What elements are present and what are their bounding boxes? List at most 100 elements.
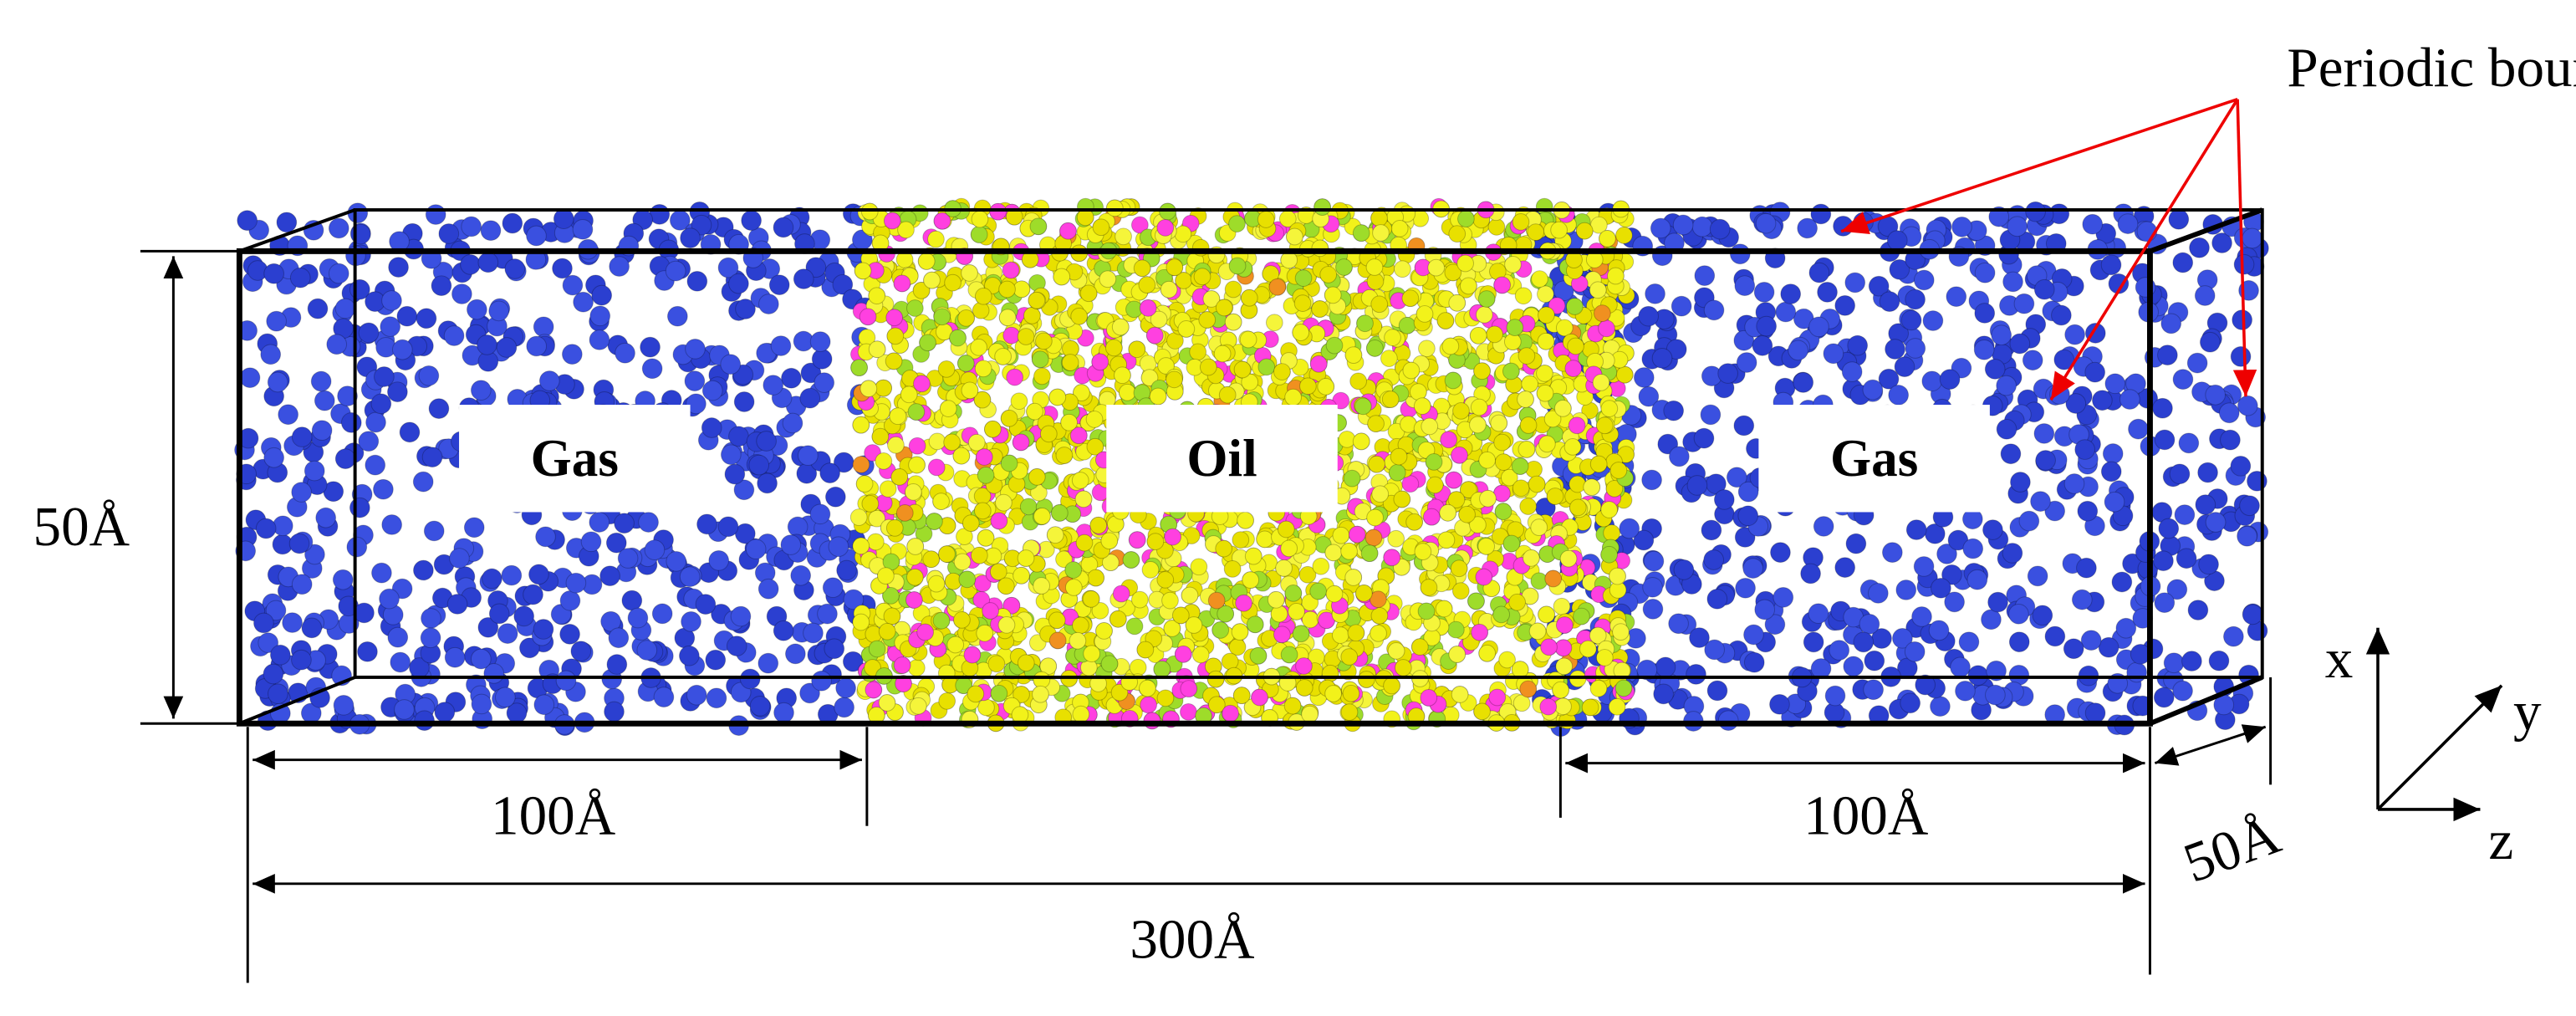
molecule xyxy=(1325,585,1344,603)
molecule xyxy=(849,508,868,526)
molecule xyxy=(1235,594,1252,612)
molecule xyxy=(773,620,794,641)
molecule xyxy=(2178,432,2200,454)
molecule xyxy=(1813,516,1834,537)
molecule xyxy=(260,344,282,365)
molecule xyxy=(1756,315,1778,337)
molecule xyxy=(1100,655,1119,673)
molecule xyxy=(1633,529,1655,551)
molecule xyxy=(2008,631,2030,653)
molecule xyxy=(720,354,742,375)
molecule xyxy=(1181,586,1199,605)
molecule xyxy=(994,348,1012,365)
molecule xyxy=(1215,299,1233,317)
molecule xyxy=(1070,307,1089,325)
molecule xyxy=(2064,324,2085,345)
molecule xyxy=(1479,489,1497,508)
molecule xyxy=(696,513,717,535)
molecule xyxy=(1268,278,1287,296)
molecule xyxy=(1808,262,1830,283)
molecule xyxy=(1246,615,1264,634)
molecule xyxy=(1575,222,1594,240)
molecule xyxy=(1398,316,1416,334)
molecule xyxy=(2074,439,2095,460)
molecule xyxy=(1579,640,1597,658)
molecule xyxy=(370,393,392,415)
molecule xyxy=(1930,696,1951,717)
molecule xyxy=(1638,305,1659,327)
molecule xyxy=(1286,227,1303,246)
molecule xyxy=(1478,451,1497,469)
molecule xyxy=(1138,276,1156,294)
molecule xyxy=(1553,400,1572,417)
molecule xyxy=(1599,230,1616,248)
molecule xyxy=(1755,212,1777,234)
molecule xyxy=(1892,627,1913,649)
molecule xyxy=(477,616,499,638)
molecule xyxy=(1439,503,1457,522)
molecule xyxy=(239,367,261,389)
molecule xyxy=(1367,415,1385,432)
molecule xyxy=(1401,289,1420,308)
molecule xyxy=(1780,283,1802,304)
molecule xyxy=(1380,350,1398,367)
molecule xyxy=(1700,404,1722,426)
molecule xyxy=(276,212,298,233)
molecule xyxy=(1156,218,1175,237)
molecule xyxy=(1010,392,1028,411)
molecule xyxy=(799,387,821,409)
molecule xyxy=(538,370,560,391)
molecule xyxy=(1451,582,1470,600)
molecule xyxy=(1512,213,1530,231)
molecule xyxy=(1233,360,1252,379)
molecule xyxy=(734,523,756,544)
molecule xyxy=(434,702,456,722)
molecule xyxy=(1128,531,1146,549)
molecule xyxy=(1109,610,1127,628)
molecule xyxy=(1521,375,1539,393)
molecule xyxy=(685,338,706,360)
molecule xyxy=(1706,588,1728,610)
molecule xyxy=(589,329,610,350)
molecule xyxy=(1360,544,1379,562)
molecule xyxy=(2172,680,2193,702)
molecule xyxy=(1393,260,1411,278)
molecule xyxy=(832,273,854,295)
molecule xyxy=(1288,602,1305,620)
molecule xyxy=(1180,703,1197,721)
molecule xyxy=(785,643,806,665)
molecule xyxy=(627,607,649,629)
molecule xyxy=(868,640,886,658)
molecule xyxy=(1665,339,1687,360)
molecule xyxy=(1440,431,1458,449)
molecule xyxy=(943,433,961,452)
molecule xyxy=(974,360,992,378)
molecule xyxy=(886,327,905,345)
molecule xyxy=(1643,550,1665,572)
molecule xyxy=(923,271,941,289)
molecule xyxy=(1390,219,1409,237)
molecule xyxy=(291,574,313,595)
molecule xyxy=(1405,513,1423,531)
molecule xyxy=(1817,282,1838,303)
molecule xyxy=(1967,665,1989,687)
molecule xyxy=(1413,397,1431,416)
molecule xyxy=(1905,338,1926,359)
molecule xyxy=(346,536,368,558)
molecule xyxy=(1017,654,1035,672)
molecule xyxy=(535,526,556,548)
molecule xyxy=(1638,385,1660,407)
molecule xyxy=(1862,379,1884,401)
molecule xyxy=(793,268,814,289)
molecule xyxy=(1445,471,1463,489)
molecule xyxy=(1348,525,1366,544)
molecule xyxy=(2027,565,2048,587)
molecule xyxy=(861,494,880,513)
molecule xyxy=(288,533,310,554)
molecule xyxy=(717,257,739,278)
molecule xyxy=(995,493,1013,512)
molecule xyxy=(2030,491,2051,512)
molecule xyxy=(1552,681,1569,699)
molecule xyxy=(757,652,779,674)
molecule xyxy=(1564,360,1583,377)
